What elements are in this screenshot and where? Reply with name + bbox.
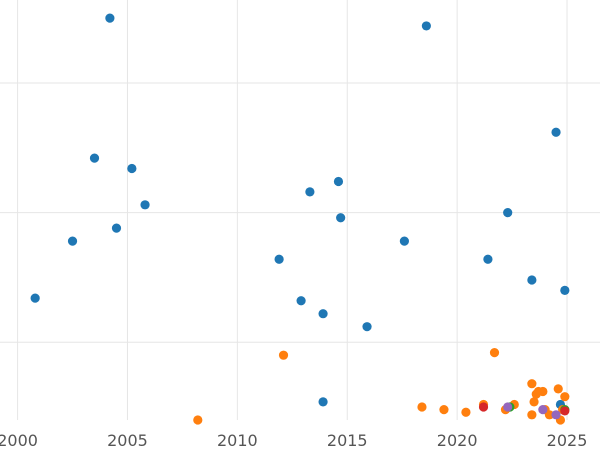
data-point — [278, 350, 289, 360]
data-point — [399, 236, 409, 246]
data-point — [274, 254, 284, 264]
data-point — [527, 410, 537, 420]
data-point — [529, 397, 539, 407]
data-point — [318, 397, 328, 407]
data-point — [127, 163, 137, 174]
x-tick-label: 2020 — [437, 431, 478, 450]
data-point — [544, 410, 555, 420]
points-layer — [30, 13, 570, 425]
data-point — [560, 285, 570, 295]
data-point — [417, 402, 427, 412]
data-point — [527, 379, 537, 389]
x-tick-label: 2015 — [327, 431, 368, 450]
data-point — [553, 384, 563, 394]
x-tick-label: 2000 — [0, 431, 38, 450]
data-point — [461, 407, 471, 417]
data-point — [140, 200, 150, 210]
data-point — [305, 187, 315, 197]
data-point — [333, 176, 344, 187]
data-point — [503, 402, 513, 412]
data-point — [478, 402, 489, 412]
data-point — [551, 410, 561, 420]
x-tick-label: 2025 — [547, 431, 588, 450]
data-point — [489, 347, 500, 358]
data-point — [89, 153, 100, 163]
data-point — [483, 254, 493, 264]
data-point — [503, 207, 513, 218]
data-point — [318, 309, 328, 319]
grid-layer — [0, 0, 600, 420]
data-point — [193, 415, 203, 425]
data-point — [105, 13, 115, 23]
data-point — [111, 223, 122, 233]
data-point — [527, 275, 537, 285]
data-point — [538, 405, 548, 415]
x-tick-label: 2010 — [217, 431, 258, 450]
data-point — [67, 236, 78, 246]
data-point — [439, 405, 449, 415]
data-point — [362, 322, 372, 332]
data-point — [560, 392, 570, 402]
data-point — [560, 406, 570, 416]
data-point — [551, 127, 561, 137]
data-point — [30, 293, 40, 303]
data-point — [336, 213, 346, 223]
x-axis-ticks: 2000 2005 2010 2015 2020 2025 — [0, 431, 587, 450]
data-point — [421, 21, 431, 31]
data-point — [538, 386, 548, 397]
x-tick-label: 2005 — [107, 431, 148, 450]
data-point — [296, 296, 306, 306]
